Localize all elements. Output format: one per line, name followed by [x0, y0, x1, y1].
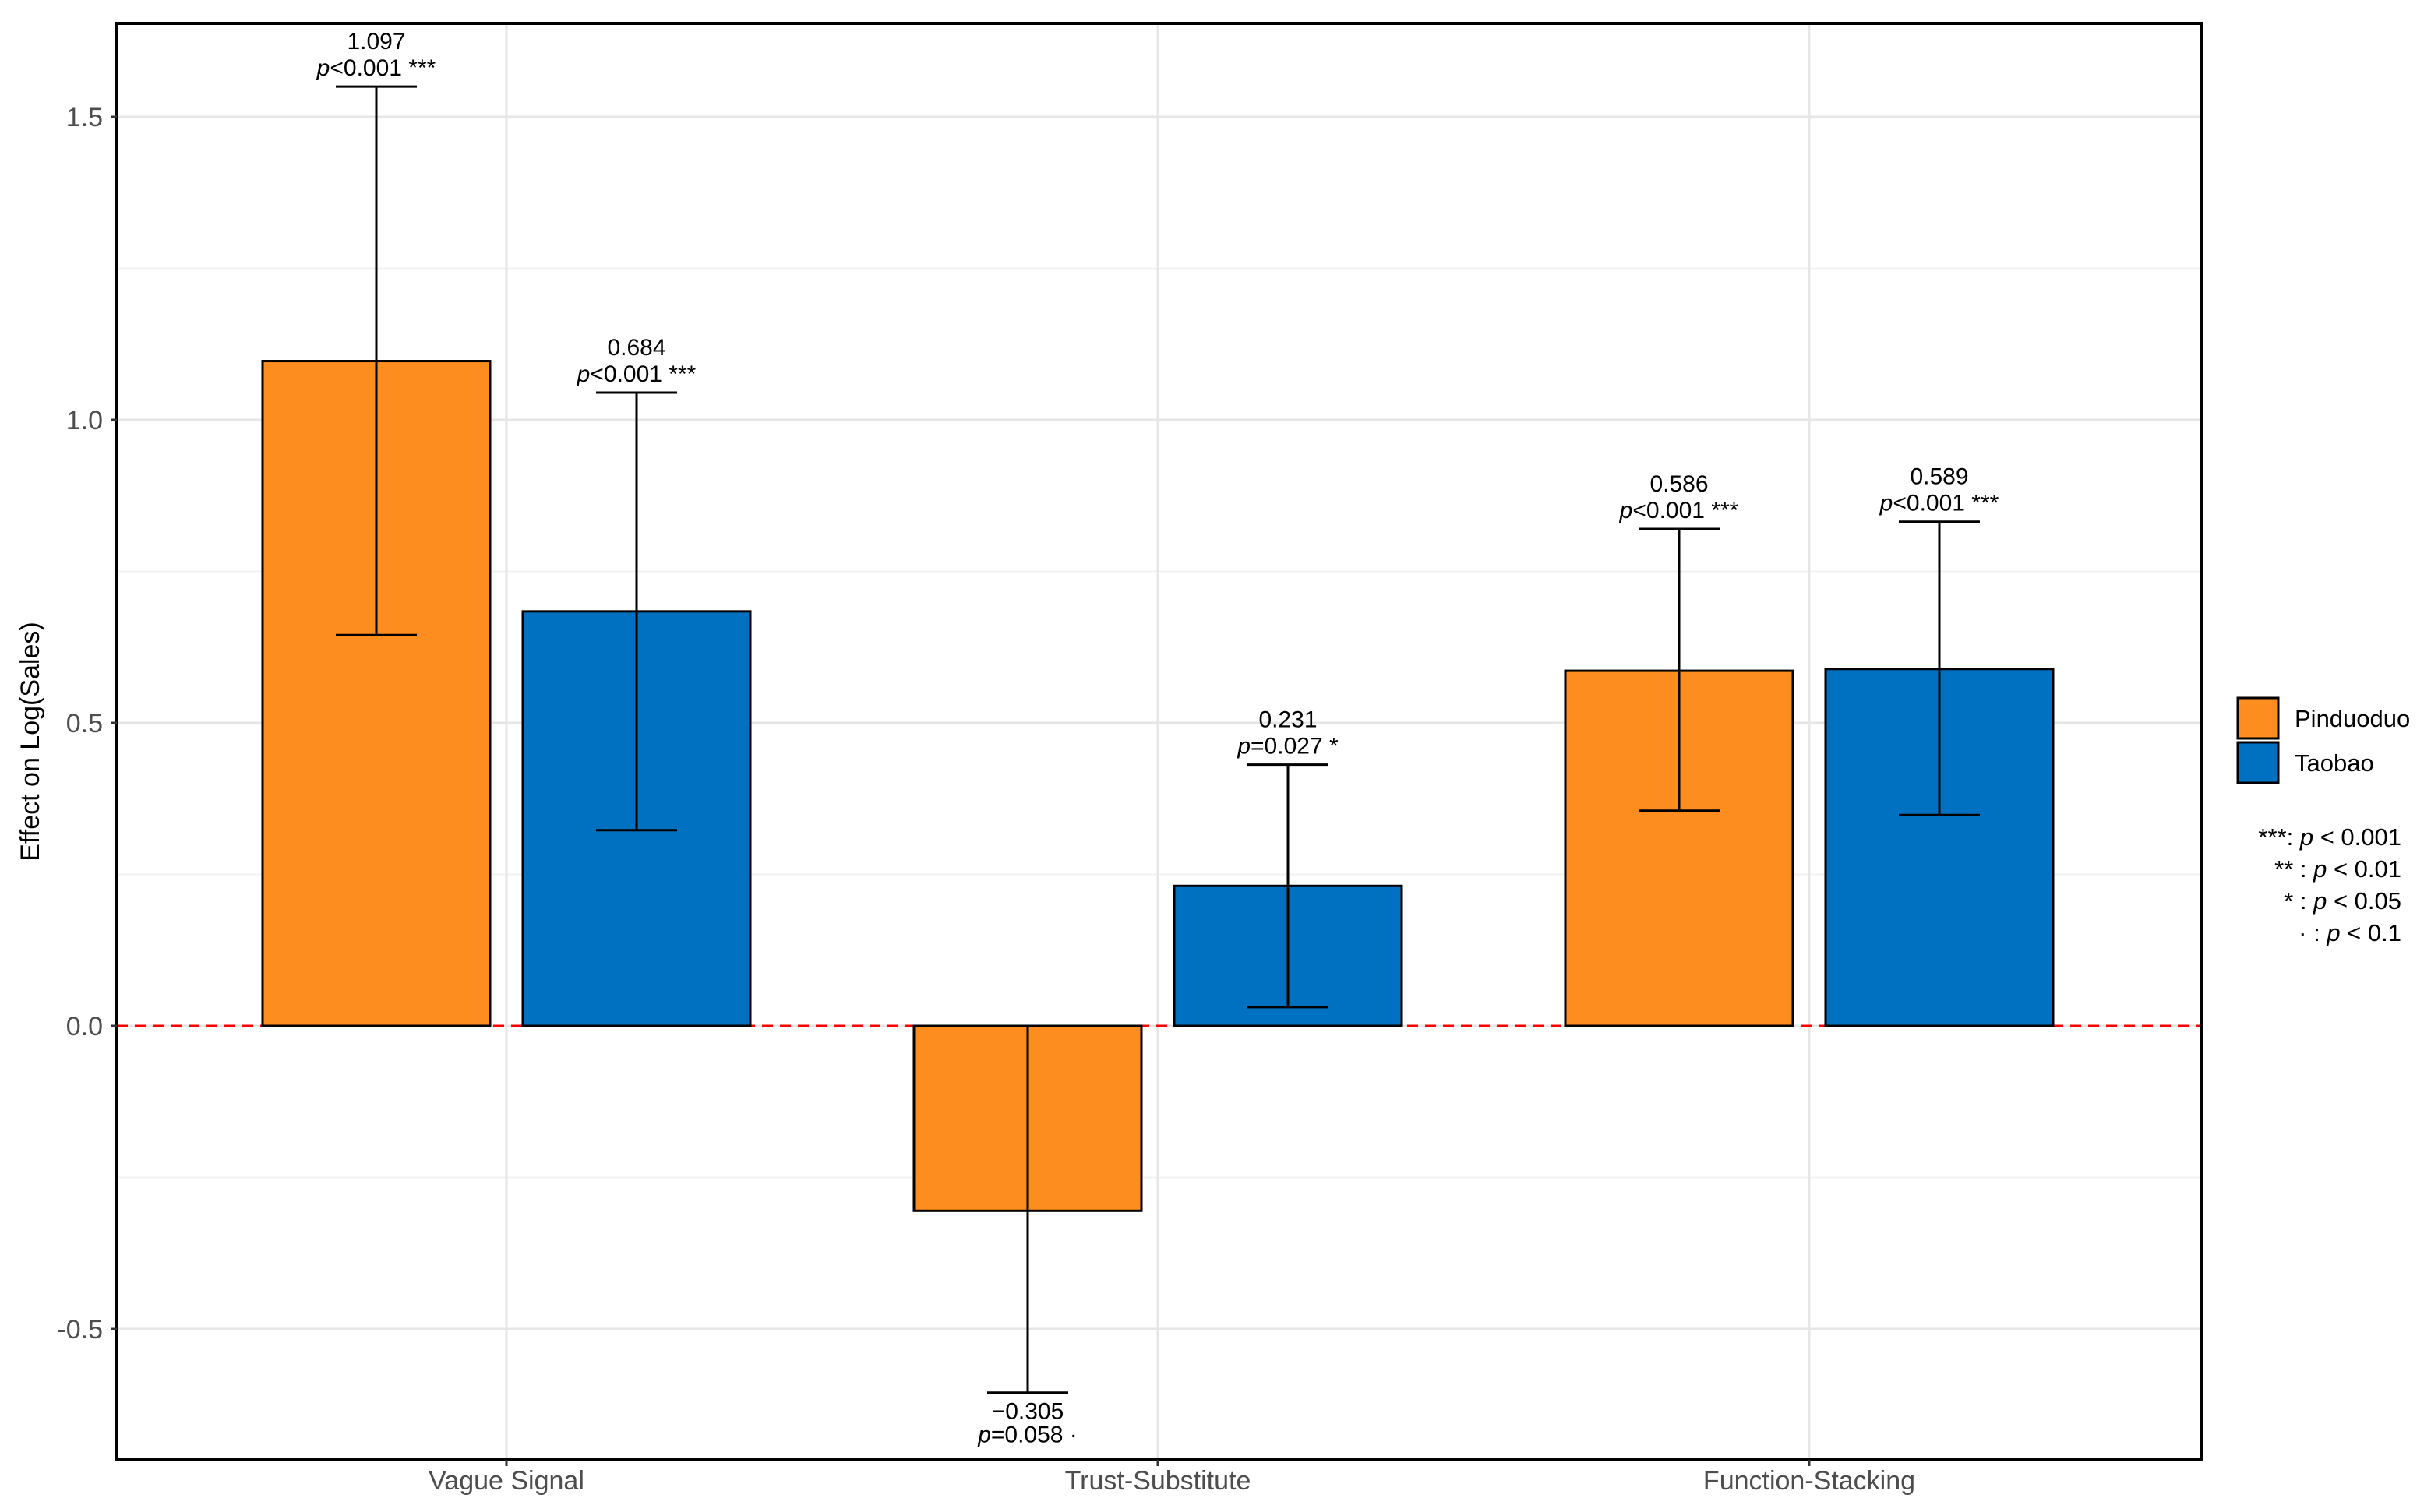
sig-p-symbol: p — [2299, 823, 2313, 851]
plot-panel-border — [115, 22, 2203, 1461]
sig-threshold: < 0.01 — [2327, 855, 2401, 883]
y-tick-label: 1.5 — [66, 103, 103, 132]
value-label: 0.231 — [1258, 707, 1317, 733]
legend-label: Pinduoduo — [2295, 705, 2410, 732]
p-value-label: p<0.001 *** — [577, 361, 697, 387]
y-tick-label: 1.0 — [66, 406, 103, 435]
sig-threshold: < 0.001 — [2313, 823, 2401, 851]
p-symbol: p — [1237, 734, 1251, 760]
x-tick-label: Vague Signal — [429, 1466, 584, 1496]
p-value-label: p<0.001 *** — [1619, 498, 1739, 523]
legend: Pinduoduo Taobao — [2236, 696, 2410, 784]
sig-stars: ***: — [2258, 823, 2299, 851]
p-value-label: p=0.027 * — [1237, 734, 1339, 760]
p-value-label: p<0.001 *** — [316, 55, 436, 81]
p-value-text: =0.027 * — [1251, 734, 1339, 760]
y-axis: -0.5 0.0 0.5 1.0 1.5 — [57, 103, 117, 1345]
y-axis-title: Effect on Log(Sales) — [16, 622, 45, 861]
p-value-text: =0.058 · — [991, 1422, 1078, 1448]
sig-p-symbol: p — [2313, 887, 2327, 915]
value-label: 0.589 — [1910, 464, 1968, 490]
y-tick-label: 0.5 — [66, 709, 103, 738]
value-label: 0.684 — [607, 335, 665, 361]
sig-threshold: < 0.1 — [2341, 919, 2401, 946]
sig-p-symbol: p — [2326, 919, 2340, 946]
value-label: −0.305 — [992, 1399, 1064, 1425]
sig-stars: * : — [2284, 887, 2313, 915]
p-value-text: <0.001 *** — [330, 55, 436, 81]
p-value-text: <0.001 *** — [1893, 491, 1999, 516]
legend-label: Taobao — [2295, 749, 2374, 777]
p-symbol: p — [977, 1422, 991, 1448]
p-symbol: p — [1619, 498, 1633, 523]
legend-swatch — [2236, 696, 2280, 740]
p-symbol: p — [577, 361, 591, 387]
x-tick-label: Function-Stacking — [1703, 1466, 1915, 1496]
p-value-label: p=0.058 · — [977, 1422, 1078, 1448]
p-value-label: p<0.001 *** — [1879, 491, 1999, 516]
significance-legend: ***: p < 0.001** : p < 0.01* : p < 0.05·… — [2258, 823, 2401, 946]
error-bars-layer — [336, 85, 1980, 1394]
significance-legend-entry: · : p < 0.1 — [2299, 919, 2401, 946]
sig-stars: ** : — [2274, 855, 2313, 883]
sig-p-symbol: p — [2313, 855, 2327, 883]
sig-threshold: < 0.05 — [2327, 887, 2401, 915]
y-tick-label: 0.0 — [66, 1012, 103, 1041]
legend-swatch — [2236, 741, 2280, 784]
sig-stars: · : — [2299, 919, 2327, 946]
significance-legend-entry: ** : p < 0.01 — [2274, 855, 2401, 883]
p-value-text: <0.001 *** — [590, 361, 696, 387]
p-symbol: p — [316, 55, 330, 81]
p-value-text: <0.001 *** — [1632, 498, 1738, 523]
significance-legend-entry: * : p < 0.05 — [2284, 887, 2401, 915]
p-symbol: p — [1879, 491, 1893, 516]
significance-legend-entry: ***: p < 0.001 — [2258, 823, 2401, 851]
value-label: 1.097 — [347, 29, 405, 55]
y-tick-label: -0.5 — [57, 1315, 103, 1345]
x-tick-label: Trust-Substitute — [1065, 1466, 1251, 1496]
value-label: 0.586 — [1649, 471, 1708, 497]
x-axis: Vague Signal Trust-Substitute Function-Sta… — [429, 1460, 1915, 1496]
